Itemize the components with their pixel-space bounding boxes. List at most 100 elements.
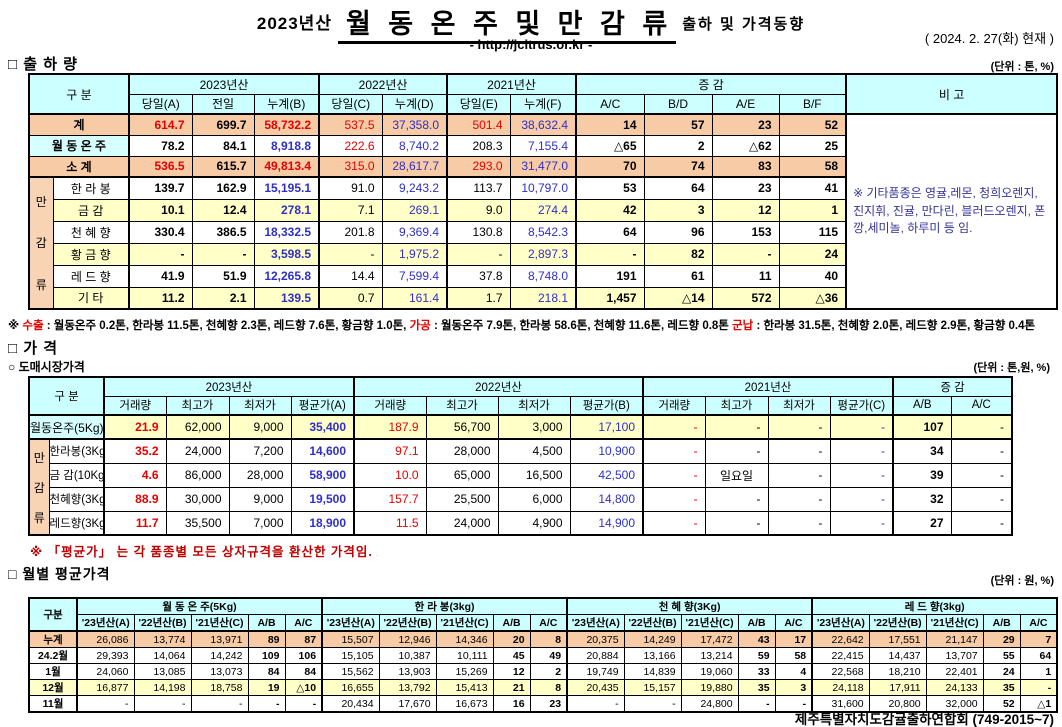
cell: 18,210 [868,663,927,680]
title-main: 월 동 온 주 및 만 감 류 [337,2,677,44]
col-header: 당일(C) [318,93,383,115]
cell: 41.9 [128,264,193,288]
cell: 9.0 [446,198,511,222]
row-label: 천 혜 향 [52,220,131,244]
col-header: '22년산(B) [623,614,682,632]
cell: 35 [737,679,776,696]
cell: 29,393 [76,647,135,664]
cell: 139.7 [128,176,193,200]
cell: 86,000 [165,462,230,488]
cell: - [190,695,249,713]
corner-header: 구분 [28,597,78,632]
cell: - [446,242,511,266]
cell: 19,880 [680,679,739,696]
table-row: 월동온주(5Kg) 21.9 62,000 9,000 35,400 187.9 56,70… [28,414,1013,440]
col-header: '23년산(A) [321,614,380,632]
cell: - [950,414,1013,440]
cell: 18,758 [190,679,249,696]
cell: 1 [1019,663,1059,680]
cell: - [704,510,769,536]
cell: 58,732.2 [253,113,321,136]
cell: 10,387 [378,647,437,664]
cell: 201.8 [318,220,383,244]
wholesale-price-table: 구 분 2023년산 2022년산 2021년산 증 감 거래량 최고가 최저가 평균가(A) 거… [28,376,1014,536]
cell: 161.4 [381,286,449,310]
table-row: 만 감 류 한라봉(3Kg) 35.2 24,000 7,200 14,600 97.1 28,0… [28,438,1013,536]
cell: 12,946 [378,630,437,648]
table-row: 천 혜 향 330.4 386.5 18,332.5 201.8 9,369.4 130.8… [29,220,1057,244]
cell: △62 [711,134,780,157]
cell: 37,358.0 [381,113,449,136]
cell: 59 [737,647,776,664]
table-row: 11월 - - - - -20,434 17,670 16,673 16 23- -24,800- -… [28,695,1059,713]
cell: 13,166 [623,647,682,664]
col-header: A/B [492,614,531,632]
cell: 20,435 [566,679,625,696]
cell: 8,740.2 [381,134,449,157]
cell: 278.1 [253,198,321,222]
cell: 84 [247,663,286,680]
row-label: 기 타 [52,286,131,310]
table-row: 1월 24,060 13,085 13,073 84 84 15,562 13,903 15,2… [28,663,1059,680]
cell: 12 [711,198,780,222]
cell: 13,214 [680,647,739,664]
cell: 10,111 [435,647,494,664]
cell: 55 [982,647,1021,664]
row-label: 한 라 봉 [52,176,131,200]
cell: 35,500 [165,510,230,536]
col-header: '21년산(C) [925,614,984,632]
cell: 157.7 [353,486,427,512]
cell: 153 [711,220,780,244]
footnote-text: : 월동온주 0.2톤, 한라봉 11.5톤, 천혜향 2.3톤, 레드향 7.… [43,320,410,332]
col-header: 평균가(B) [569,395,645,416]
row-label: 12월 [28,679,78,696]
table-row: 레드향(3Kg) 11.7 35,500 7,000 18,900 11.5 24,000 4… [29,510,1013,536]
cell: - [829,510,895,536]
cell: 162.9 [191,176,255,200]
cell: 115 [778,220,848,244]
cell: 13,073 [190,663,249,680]
row-label: 월 동 온 주 [28,134,131,157]
cell: 28,617.7 [381,155,449,178]
cell: 1,457 [575,286,645,310]
cell: 4,900 [497,510,571,536]
cell: 130.8 [446,220,511,244]
cell: - [950,510,1013,536]
cell: 536.5 [128,155,193,178]
fruit-section-header: 월 동 온 주(5Kg) [76,597,324,615]
col-header: '22년산(B) [868,614,927,632]
cell: 33 [737,663,776,680]
row-label: 월동온주(5Kg) [28,414,106,440]
cell: 11 [711,264,780,288]
cell: 1.7 [446,286,511,310]
cell: 4,500 [497,438,571,464]
cell: 10,900 [569,438,645,464]
col-header: A/B [737,614,776,632]
cell: 24,118 [811,679,870,696]
monthly-average-price-table: 구분 월 동 온 주(5Kg) 한 라 봉(3kg) 천 혜 향(3Kg) 레 드 향(… [28,597,1059,713]
cell: 12,265.8 [253,264,321,288]
fruit-section-header: 레 드 향(3kg) [811,597,1059,615]
cell: - [623,695,682,713]
cell: 269.1 [381,198,449,222]
cell: 12.4 [191,198,255,222]
cell: - [950,486,1013,512]
cell: 9,000 [228,414,292,440]
cell: 13,085 [133,663,192,680]
cell: 8 [529,679,569,696]
cell: 35 [982,679,1021,696]
cell: 24,800 [680,695,739,713]
cell: - [642,462,706,488]
col-header: 평균가(C) [829,395,895,416]
cell: 4.6 [103,462,167,488]
row-label: 천혜향(3Kg) [48,486,106,512]
cell: 615.7 [191,155,255,178]
cell: 14,242 [190,647,249,664]
shipment-footnote: ※ 수출 : 월동온주 0.2톤, 한라봉 11.5톤, 천혜향 2.3톤, 레… [8,317,1058,333]
cell: 7 [1019,630,1059,648]
organization-name: 제주특별자치도감귤출하연합회 (749-2015~7) [794,712,1054,727]
